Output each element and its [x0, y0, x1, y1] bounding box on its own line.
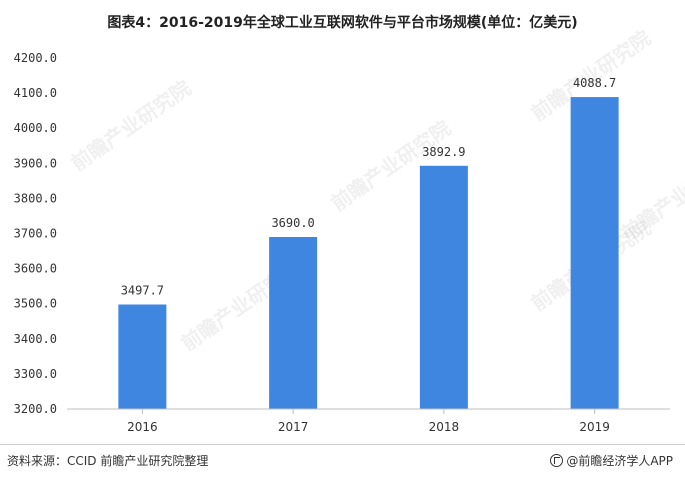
x-tick-label: 2018 [429, 420, 460, 434]
x-tick-label: 2016 [127, 420, 158, 434]
y-tick-label: 3200.0 [14, 402, 57, 416]
y-tick-label: 3500.0 [14, 297, 57, 311]
y-tick-label: 3400.0 [14, 332, 57, 346]
y-tick-label: 3800.0 [14, 191, 57, 205]
y-axis: 3200.0 3300.0 3400.0 3500.0 3600.0 3700.0 3800… [14, 51, 57, 416]
data-label: 3690.0 [271, 216, 314, 230]
y-tick-label: 4200.0 [14, 51, 57, 65]
brand-credit: @前瞻经济学人APP [550, 452, 673, 469]
bar [419, 165, 468, 409]
brand-text: @前瞻经济学人APP [566, 454, 673, 468]
x-axis: 2016 2017 2018 2019 [67, 408, 670, 434]
data-label: 3892.9 [422, 145, 465, 159]
y-tick-label: 4000.0 [14, 121, 57, 135]
y-tick-label: 3700.0 [14, 227, 57, 241]
bar [269, 237, 318, 409]
y-tick-label: 4100.0 [14, 86, 57, 100]
y-tick-label: 3600.0 [14, 262, 57, 276]
y-tick-label: 3300.0 [14, 367, 57, 381]
bar-chart: 3200.0 3300.0 3400.0 3500.0 3600.0 3700.0 3800… [14, 51, 670, 434]
source-note: 资料来源：CCID 前瞻产业研究院整理 [7, 454, 209, 468]
brand-logo-icon [550, 454, 564, 467]
bar [570, 97, 619, 410]
data-label: 4088.7 [573, 76, 616, 90]
x-tick-label: 2017 [278, 420, 309, 434]
data-label: 3497.7 [121, 284, 164, 298]
x-tick-label: 2019 [579, 420, 610, 434]
bar [118, 304, 167, 409]
footer: 资料来源：CCID 前瞻产业研究院整理 @前瞻经济学人APP [0, 452, 685, 472]
bars: 3497.7 3690.0 3892.9 4088.7 [118, 76, 619, 410]
y-tick-label: 3900.0 [14, 156, 57, 170]
footer-divider [0, 444, 685, 445]
chart-title: 图表4：2016-2019年全球工业互联网软件与平台市场规模(单位：亿美元) [107, 15, 578, 31]
